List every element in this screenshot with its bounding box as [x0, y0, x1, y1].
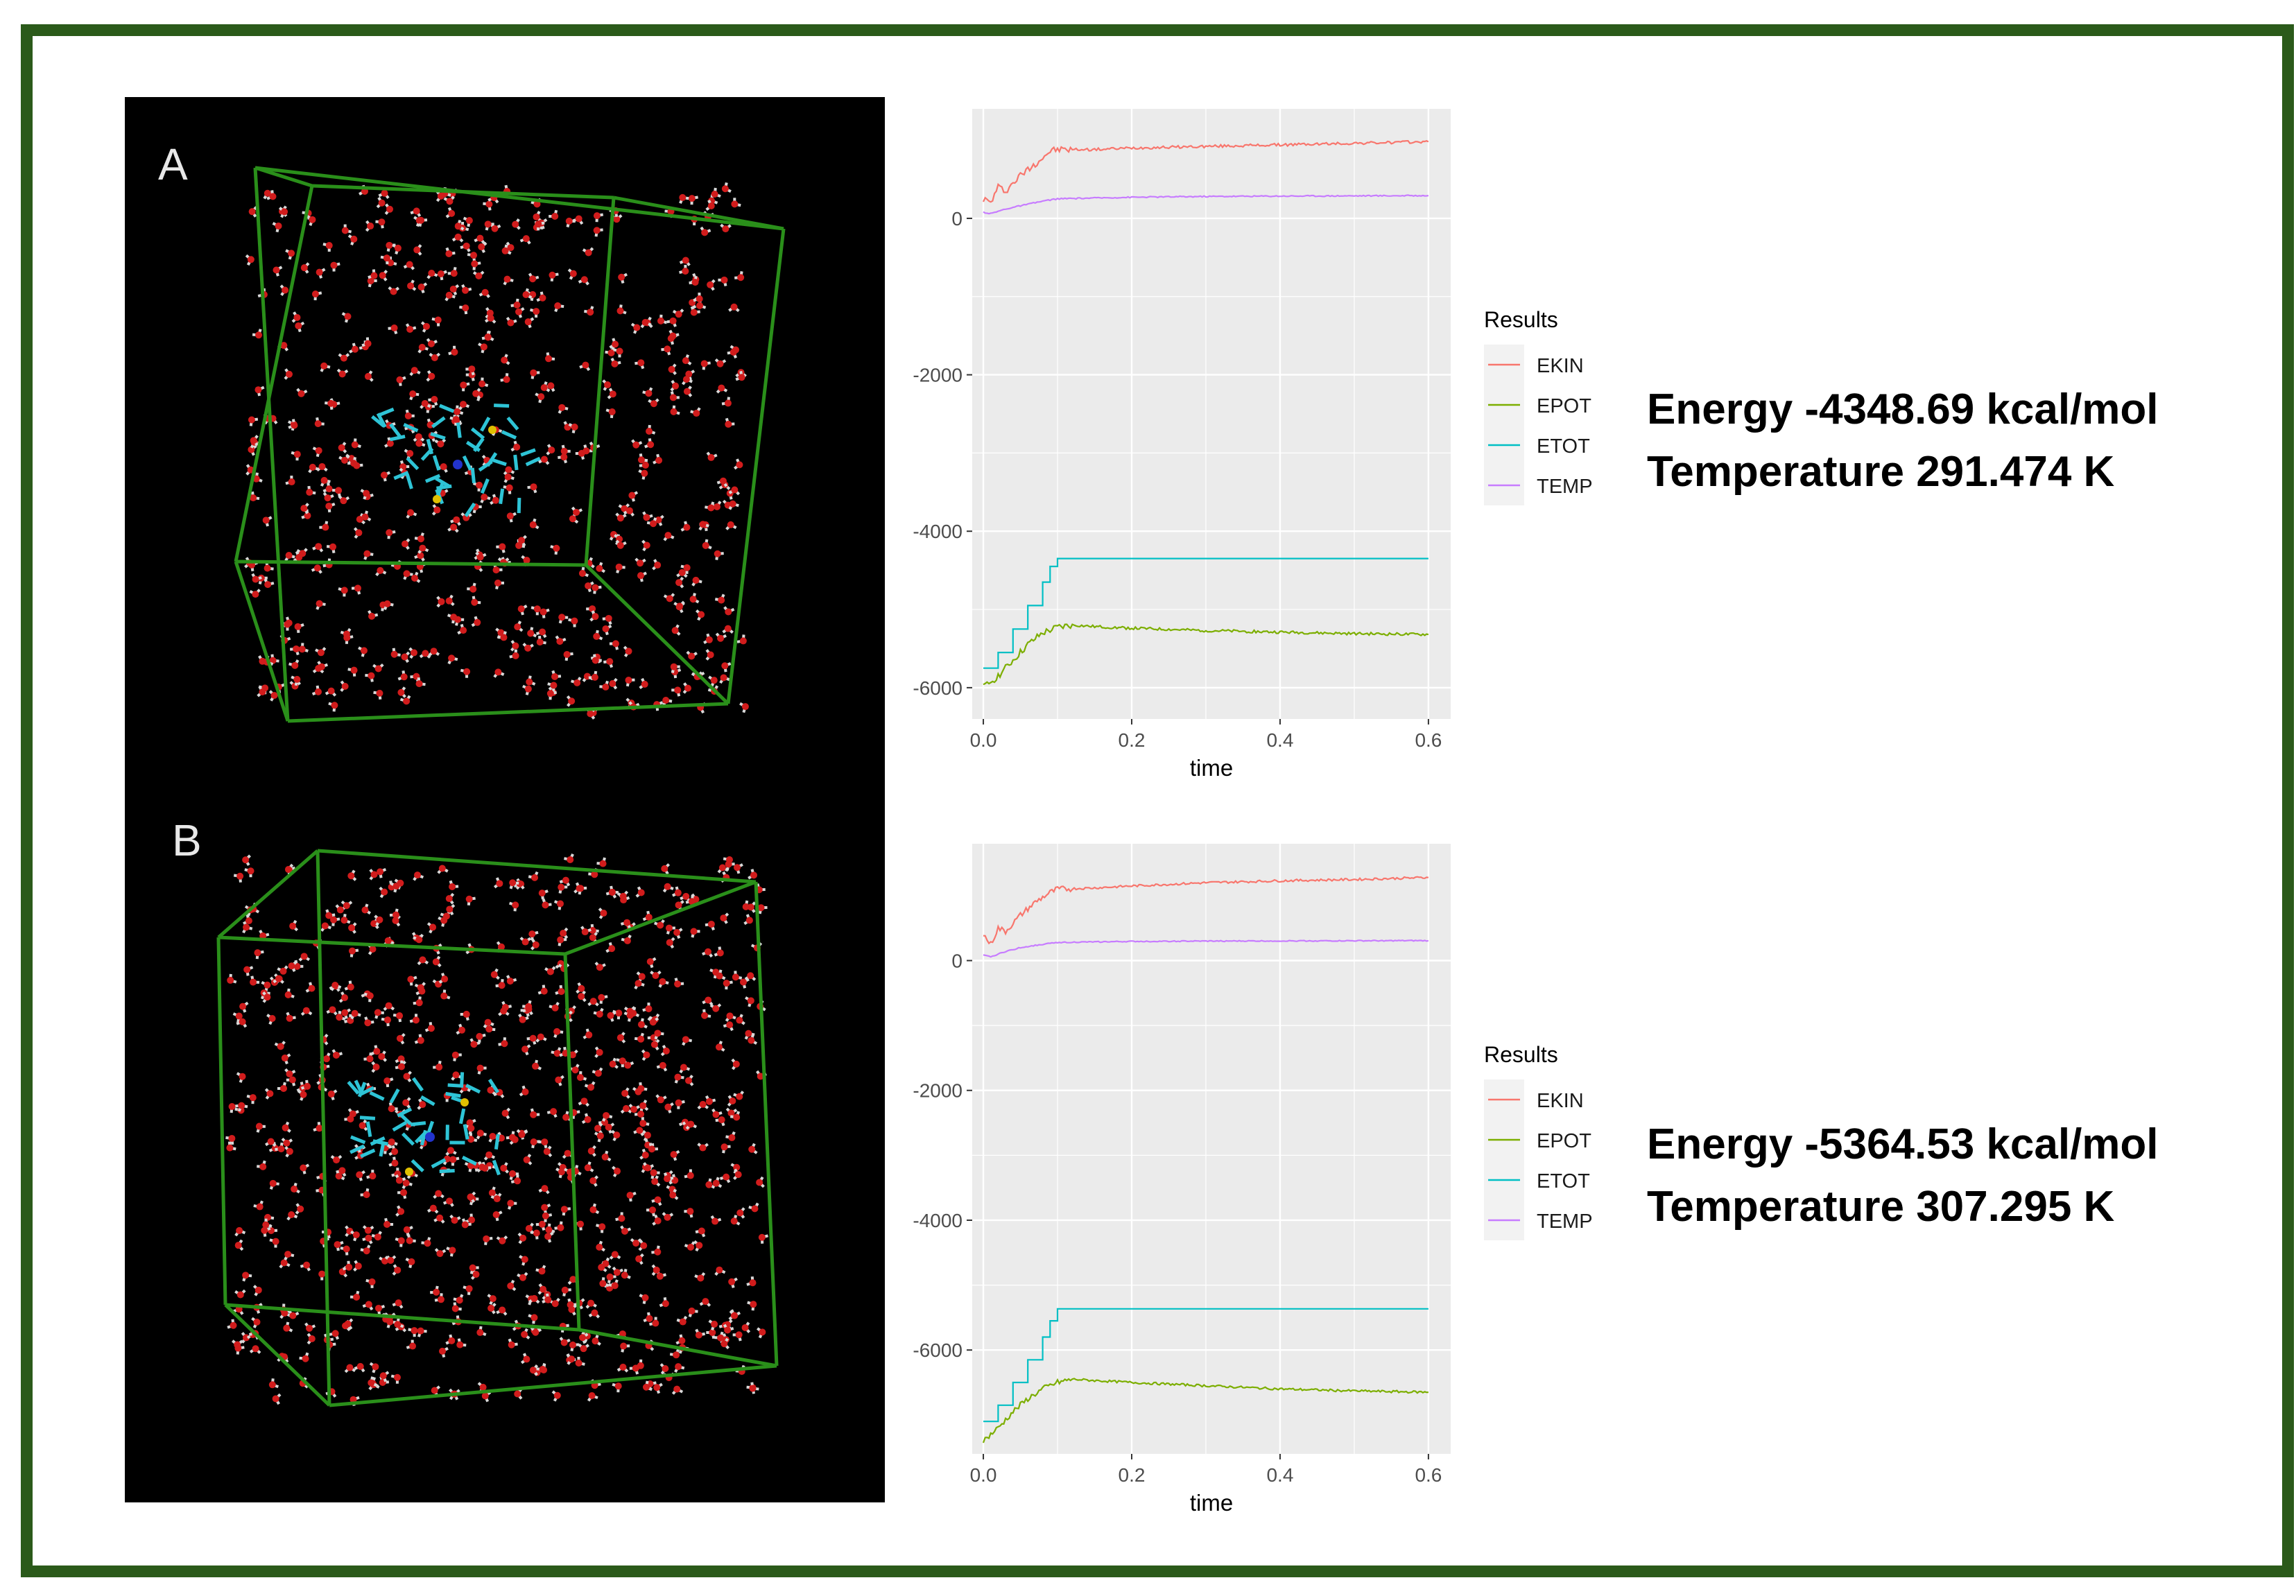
x-axis-label: time: [1190, 1490, 1233, 1516]
x-tick-label: 0.4: [1266, 729, 1293, 751]
simulation-box: [234, 166, 786, 723]
x-axis-label: time: [1190, 755, 1233, 781]
x-tick-label: 0.6: [1415, 729, 1442, 751]
x-tick-label: 0.6: [1415, 1464, 1442, 1486]
y-tick-label: 0: [951, 951, 963, 972]
y-tick-label: -2000: [913, 365, 963, 386]
x-tick-label: 0.2: [1119, 729, 1146, 751]
legend-label: EKIN: [1537, 355, 1584, 377]
molecule-render: [216, 166, 786, 1407]
plot-panel: [972, 109, 1451, 719]
x-tick-label: 0.0: [970, 729, 997, 751]
series-line-epot: [982, 1378, 1428, 1443]
legend-label: TEMP: [1537, 476, 1593, 498]
series-line-ekin: [983, 876, 1429, 945]
energy-value-a: Energy -4348.69 kcal/mol: [1647, 385, 2159, 433]
y-tick-label: -6000: [913, 677, 963, 699]
series-line-temp: [983, 194, 1429, 215]
x-tick-label: 0.2: [1119, 1464, 1146, 1486]
panel-label-a: A: [158, 139, 188, 189]
temperature-value-b: Temperature 307.295 K: [1647, 1183, 2115, 1231]
y-tick-label: -4000: [913, 1210, 963, 1231]
y-tick-label: -6000: [913, 1339, 963, 1361]
simulation-box: [216, 849, 779, 1407]
legend-title: Results: [1484, 1042, 1558, 1067]
series-line-epot: [983, 623, 1429, 686]
energy-chart-b: 0.0 0.2 0.4 0.6 0 -2000 -4000 -6000 time Results E…: [913, 844, 1593, 1516]
series-line-etot: [983, 1308, 1428, 1423]
energy-value-b: Energy -5364.53 kcal/mol: [1647, 1120, 2159, 1168]
legend-label: ETOT: [1537, 435, 1590, 458]
series-line-ekin: [983, 139, 1429, 203]
legend-title: Results: [1484, 307, 1558, 332]
y-tick-label: -4000: [913, 521, 963, 542]
plot-panel: [972, 844, 1451, 1454]
legend-label: EPOT: [1537, 1130, 1591, 1152]
x-tick-label: 0.0: [970, 1464, 997, 1486]
temperature-value-a: Temperature 291.474 K: [1647, 448, 2115, 496]
legend-label: TEMP: [1537, 1211, 1593, 1233]
y-tick-label: 0: [951, 208, 963, 229]
legend-label: EKIN: [1537, 1090, 1584, 1112]
series-line-etot: [983, 557, 1428, 669]
legend-label: ETOT: [1537, 1170, 1590, 1192]
molecule-visualization-panel: A B: [125, 97, 885, 1502]
energy-chart-a: 0.0 0.2 0.4 0.6 0 -2000 -4000 -6000 time Results E…: [913, 109, 1593, 781]
series-line-temp: [983, 939, 1429, 958]
panel-label-b: B: [172, 815, 202, 865]
y-tick-label: -2000: [913, 1080, 963, 1102]
legend-label: EPOT: [1537, 395, 1591, 417]
x-tick-label: 0.4: [1266, 1464, 1293, 1486]
